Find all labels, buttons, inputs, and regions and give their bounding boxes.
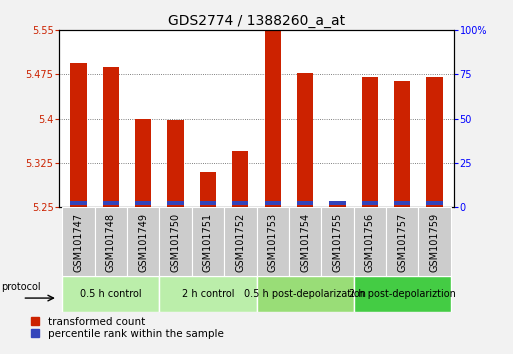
Bar bbox=[70, 201, 87, 205]
Bar bbox=[135, 119, 151, 207]
Bar bbox=[200, 172, 216, 207]
Bar bbox=[70, 63, 87, 207]
Bar bbox=[329, 201, 346, 207]
Bar bbox=[135, 201, 151, 205]
FancyBboxPatch shape bbox=[127, 207, 160, 276]
Bar bbox=[329, 201, 346, 205]
FancyBboxPatch shape bbox=[419, 207, 451, 276]
Bar bbox=[362, 77, 378, 207]
Bar bbox=[167, 201, 184, 205]
Bar bbox=[426, 77, 443, 207]
Bar bbox=[167, 120, 184, 207]
Text: GSM101752: GSM101752 bbox=[235, 213, 245, 272]
FancyBboxPatch shape bbox=[62, 207, 94, 276]
Bar bbox=[297, 73, 313, 207]
Text: GSM101750: GSM101750 bbox=[170, 213, 181, 272]
Text: 0.5 h control: 0.5 h control bbox=[80, 289, 142, 299]
FancyBboxPatch shape bbox=[289, 207, 321, 276]
Text: 2 h control: 2 h control bbox=[182, 289, 234, 299]
Bar bbox=[362, 201, 378, 205]
Text: GSM101749: GSM101749 bbox=[138, 213, 148, 272]
Text: 2 h post-depolariztion: 2 h post-depolariztion bbox=[349, 289, 456, 299]
Legend: transformed count, percentile rank within the sample: transformed count, percentile rank withi… bbox=[31, 317, 223, 339]
Text: protocol: protocol bbox=[1, 282, 41, 292]
FancyBboxPatch shape bbox=[321, 207, 353, 276]
FancyBboxPatch shape bbox=[192, 207, 224, 276]
Title: GDS2774 / 1388260_a_at: GDS2774 / 1388260_a_at bbox=[168, 14, 345, 28]
Text: GSM101748: GSM101748 bbox=[106, 213, 116, 272]
FancyBboxPatch shape bbox=[62, 276, 160, 312]
FancyBboxPatch shape bbox=[160, 207, 192, 276]
Text: GSM101753: GSM101753 bbox=[268, 213, 278, 272]
Text: 0.5 h post-depolarization: 0.5 h post-depolarization bbox=[244, 289, 366, 299]
Text: GSM101755: GSM101755 bbox=[332, 213, 343, 272]
Bar bbox=[265, 201, 281, 205]
FancyBboxPatch shape bbox=[353, 207, 386, 276]
Text: GSM101754: GSM101754 bbox=[300, 213, 310, 272]
Text: GSM101751: GSM101751 bbox=[203, 213, 213, 272]
Bar bbox=[265, 25, 281, 207]
Bar bbox=[200, 201, 216, 205]
FancyBboxPatch shape bbox=[386, 207, 419, 276]
FancyBboxPatch shape bbox=[224, 207, 256, 276]
Text: GSM101756: GSM101756 bbox=[365, 213, 375, 272]
Bar bbox=[232, 201, 248, 205]
FancyBboxPatch shape bbox=[160, 276, 256, 312]
Text: GSM101747: GSM101747 bbox=[73, 213, 84, 272]
Text: GSM101759: GSM101759 bbox=[429, 213, 440, 272]
Bar bbox=[394, 81, 410, 207]
Bar bbox=[426, 201, 443, 205]
FancyBboxPatch shape bbox=[94, 207, 127, 276]
Bar bbox=[394, 201, 410, 205]
FancyBboxPatch shape bbox=[256, 276, 353, 312]
Bar bbox=[232, 151, 248, 207]
Text: GSM101757: GSM101757 bbox=[397, 213, 407, 272]
FancyBboxPatch shape bbox=[353, 276, 451, 312]
FancyBboxPatch shape bbox=[256, 207, 289, 276]
Bar bbox=[103, 201, 119, 205]
Bar bbox=[103, 67, 119, 207]
Bar bbox=[297, 201, 313, 205]
